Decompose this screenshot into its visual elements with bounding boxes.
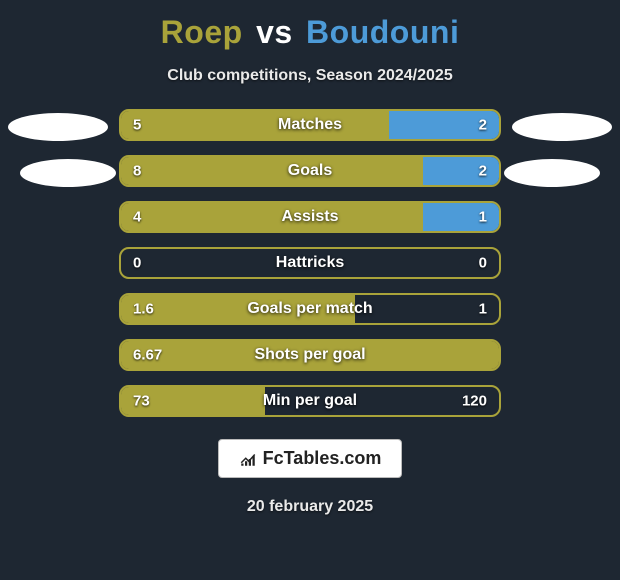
player1-name: Roep (161, 14, 243, 50)
fill-player1 (121, 111, 389, 139)
player2-photo-placeholder (512, 113, 612, 141)
fill-player1 (121, 157, 423, 185)
brand-badge[interactable]: FcTables.com (218, 439, 403, 478)
stat-value-player2: 0 (479, 255, 487, 272)
stat-label: Min per goal (263, 392, 357, 410)
stat-row: 73 120 Min per goal (119, 385, 501, 417)
stat-row: 4 1 Assists (119, 201, 501, 233)
player2-name: Boudouni (306, 14, 459, 50)
comparison-card: Roep vs Boudouni Club competitions, Seas… (0, 0, 620, 516)
brand-text: FcTables.com (263, 448, 382, 469)
fill-player1 (121, 203, 423, 231)
player1-badge-placeholder (20, 159, 116, 187)
stat-value-player1: 1.6 (133, 301, 154, 318)
stat-value-player2: 1 (479, 301, 487, 318)
stat-value-player2: 2 (479, 163, 487, 180)
stat-value-player1: 73 (133, 393, 150, 410)
stat-value-player2: 1 (479, 209, 487, 226)
stat-label: Assists (282, 208, 339, 226)
stat-value-player1: 5 (133, 117, 141, 134)
subtitle: Club competitions, Season 2024/2025 (167, 67, 452, 85)
stat-value-player1: 0 (133, 255, 141, 272)
stat-row: 8 2 Goals (119, 155, 501, 187)
stat-row: 6.67 Shots per goal (119, 339, 501, 371)
player1-photo-placeholder (8, 113, 108, 141)
stat-value-player1: 8 (133, 163, 141, 180)
vs-label: vs (256, 14, 293, 50)
stat-label: Shots per goal (254, 346, 365, 364)
stat-row: 1.6 1 Goals per match (119, 293, 501, 325)
stat-value-player1: 6.67 (133, 347, 162, 364)
player2-badge-placeholder (504, 159, 600, 187)
chart-icon (239, 450, 257, 468)
fill-player2 (423, 157, 499, 185)
stat-value-player1: 4 (133, 209, 141, 226)
stat-bars: 52Matches82Goals41Assists00Hattricks1.61… (119, 109, 501, 417)
stat-label: Hattricks (276, 254, 344, 272)
stat-row: 0 0 Hattricks (119, 247, 501, 279)
page-title: Roep vs Boudouni (161, 14, 460, 51)
stat-value-player2: 120 (462, 393, 487, 410)
date-label: 20 february 2025 (247, 498, 373, 516)
stat-row: 5 2 Matches (119, 109, 501, 141)
stat-label: Goals (288, 162, 332, 180)
stat-label: Goals per match (247, 300, 372, 318)
stat-label: Matches (278, 116, 342, 134)
stats-area: 52Matches82Goals41Assists00Hattricks1.61… (0, 109, 620, 417)
stat-value-player2: 2 (479, 117, 487, 134)
fill-player2 (423, 203, 499, 231)
